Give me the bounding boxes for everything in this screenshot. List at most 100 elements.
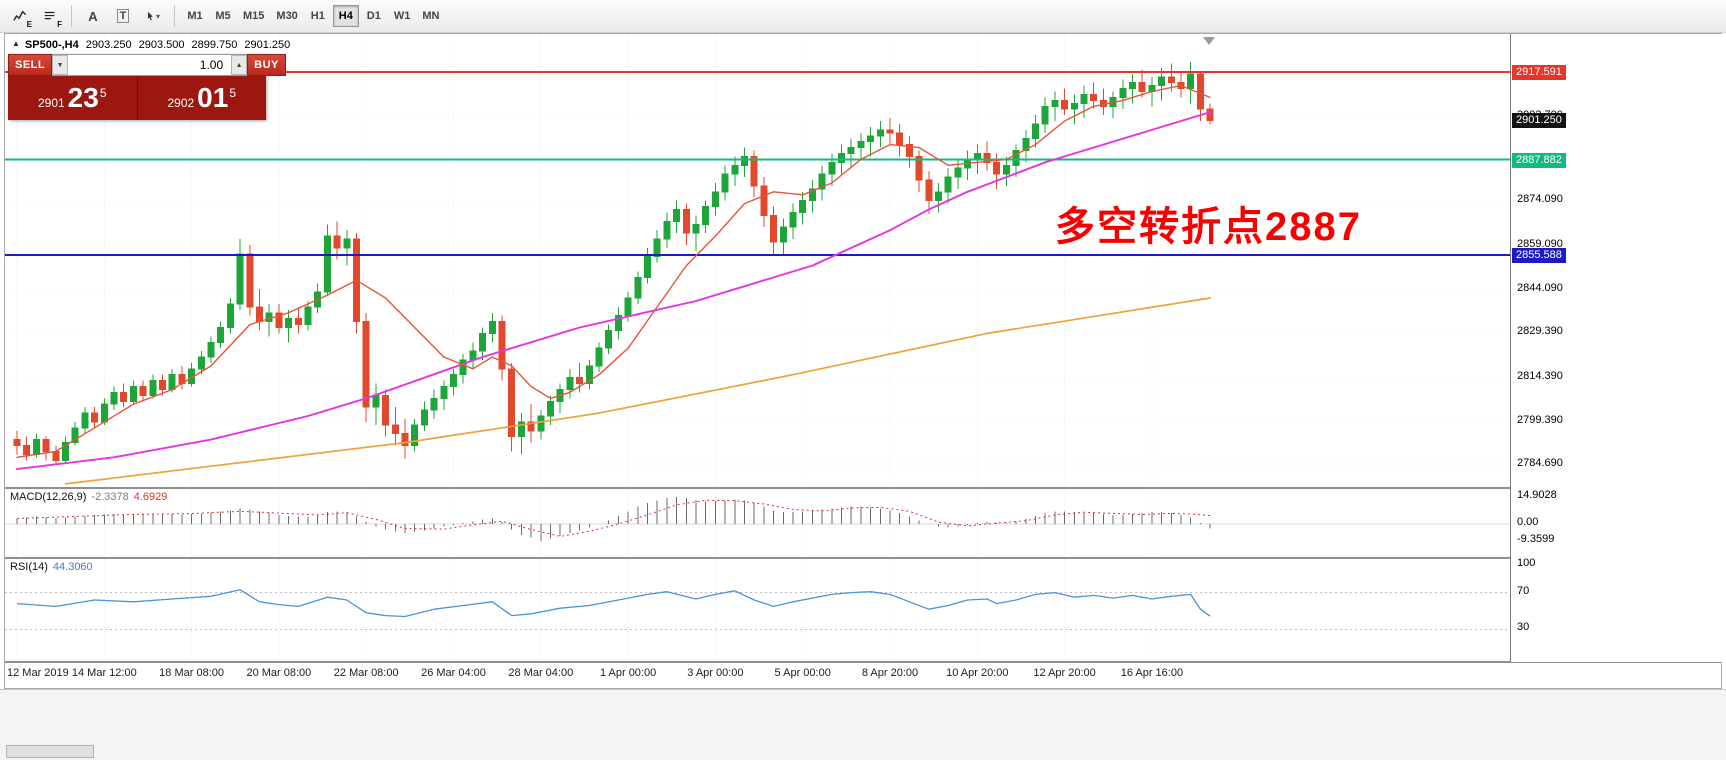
buy-button[interactable]: BUY [247, 54, 286, 76]
price-axis-label: 2814.390 [1517, 369, 1563, 382]
letter-a-glyph: A [88, 8, 98, 24]
macd-axis-label: -9.3599 [1517, 533, 1555, 545]
symbol-header: ▲ SP500-,H4 2903.250 2903.500 2899.750 2… [12, 39, 290, 51]
price-axis-label: 2859.090 [1517, 237, 1563, 250]
timeframe-button-m1[interactable]: M1 [182, 5, 208, 27]
rsi-axis-label: 70 [1517, 584, 1530, 597]
macd-name: MACD(12,26,9) [10, 491, 87, 503]
panel-separator[interactable] [5, 661, 1721, 663]
sell-price-sup: 5 [99, 86, 107, 100]
cursor-arrow-icon [147, 11, 153, 21]
timeframe-button-w1[interactable]: W1 [389, 5, 416, 27]
one-click-trading-panel: SELL ▼ ▲ BUY 2901 23 5 2902 01 5 [8, 54, 286, 120]
timeframe-button-mn[interactable]: MN [417, 5, 444, 27]
buy-price-display[interactable]: 2902 01 5 [138, 76, 267, 120]
rsi-axis-label: 100 [1517, 557, 1536, 569]
time-axis-label: 10 Apr 20:00 [946, 667, 1009, 679]
price-marker-label: 2855.588 [1512, 248, 1566, 263]
time-axis-label: 3 Apr 00:00 [687, 667, 744, 679]
letter-t-glyph: T [116, 9, 130, 23]
price-axis-label: 2829.390 [1517, 325, 1563, 338]
time-axis-label: 1 Apr 00:00 [599, 667, 657, 679]
time-axis-label: 8 Apr 20:00 [861, 667, 919, 679]
panel-separator[interactable] [5, 557, 1721, 559]
time-axis-label: 16 Apr 16:00 [1120, 667, 1184, 679]
time-axis-label: 5 Apr 00:00 [774, 667, 831, 679]
ohlc-open: 2903.250 [85, 39, 132, 51]
volume-input[interactable] [68, 55, 232, 75]
price-marker-label: 2917.591 [1512, 65, 1566, 81]
trade-panel-price-row: 2901 23 5 2902 01 5 [8, 76, 266, 120]
time-axis-label: 28 Mar 04:00 [508, 667, 574, 679]
symbol-name: SP500-,H4 [24, 39, 79, 51]
trade-panel-divider [136, 76, 138, 120]
chart-line-icon [13, 10, 27, 21]
rsi-axis-label: 30 [1517, 621, 1530, 634]
rsi-indicator-canvas[interactable] [5, 559, 1510, 661]
macd-indicator-label: MACD(12,26,9) -2.3378 4.6929 [10, 491, 167, 503]
ohlc-low: 2899.750 [191, 39, 238, 51]
cursor-tool-icon[interactable]: ▾ [139, 4, 167, 28]
price-axis-label: 2874.090 [1517, 193, 1563, 206]
rsi-value: 44.3060 [52, 561, 93, 573]
price-axis-label: 2799.390 [1517, 413, 1563, 426]
timeframe-button-h1[interactable]: H1 [305, 5, 331, 27]
time-axis-label: 12 Mar 2019 [7, 667, 69, 679]
window-marker-icon: ▲ [12, 39, 20, 48]
text-box-tool-icon[interactable]: T [109, 4, 137, 28]
panel-separator[interactable] [5, 487, 1721, 489]
sell-price-display[interactable]: 2901 23 5 [8, 76, 137, 120]
timeframe-button-m5[interactable]: M5 [210, 5, 236, 27]
timeframe-button-d1[interactable]: D1 [361, 5, 387, 27]
bottom-strip [0, 689, 1726, 760]
buy-price-prefix: 2902 [167, 96, 195, 110]
time-axis-label: 18 Mar 08:00 [159, 667, 225, 679]
trade-panel-top-row: SELL ▼ ▲ BUY [8, 54, 286, 76]
font-tool-icon[interactable]: A [79, 4, 107, 28]
chevron-down-icon: ▾ [155, 11, 160, 21]
list-icon [44, 11, 55, 20]
macd-axis-label: 0.00 [1517, 516, 1539, 528]
timeframe-button-m30[interactable]: M30 [271, 5, 302, 27]
ohlc-close: 2901.250 [244, 39, 291, 51]
price-marker-label: 2887.882 [1512, 152, 1566, 168]
macd-axis-label: 14.9028 [1517, 488, 1557, 501]
sell-price-prefix: 2901 [37, 96, 65, 110]
sell-price-big: 23 [67, 82, 99, 113]
volume-stepper: ▼ ▲ [52, 54, 248, 76]
time-axis-label: 22 Mar 08:00 [333, 667, 399, 679]
sell-button[interactable]: SELL [8, 54, 53, 76]
buy-price-big: 01 [197, 82, 229, 113]
time-axis-label: 14 Mar 12:00 [71, 667, 137, 679]
indicators-list-icon[interactable]: F [36, 4, 64, 29]
charts-icon[interactable]: E [6, 4, 34, 29]
macd-indicator-canvas[interactable] [5, 489, 1510, 557]
time-axis-label: 26 Mar 04:00 [421, 667, 486, 679]
volume-decrease-button[interactable]: ▼ [52, 55, 69, 75]
time-axis-label: 12 Apr 20:00 [1033, 667, 1096, 679]
price-chart-canvas[interactable] [5, 34, 1510, 487]
toolbar-separator [71, 5, 72, 27]
timeframe-button-group: M1 M5 M15 M30 H1 H4 D1 W1 MN [182, 5, 444, 27]
bottom-panel-fragment [6, 745, 94, 758]
volume-increase-button[interactable]: ▲ [231, 55, 248, 75]
chart-annotation-text: 多空转折点2887 [1055, 205, 1362, 249]
timeframe-button-m15[interactable]: M15 [238, 5, 269, 27]
time-axis-label: 20 Mar 08:00 [246, 667, 312, 679]
rsi-name: RSI(14) [10, 561, 48, 573]
price-axis-label: 2784.690 [1517, 457, 1563, 470]
buy-price-sup: 5 [229, 86, 237, 100]
price-axis-label: 2844.090 [1517, 281, 1563, 294]
price-marker-label: 2901.250 [1512, 113, 1566, 129]
macd-signal-value: 4.6929 [133, 491, 168, 503]
chart-window: ▲ SP500-,H4 2903.250 2903.500 2899.750 2… [4, 33, 1722, 689]
rsi-indicator-label: RSI(14) 44.3060 [10, 561, 93, 573]
price-axis[interactable]: 2902.7002874.0902859.0902844.0902829.390… [1510, 34, 1722, 662]
indicators-icon-sub: F [57, 20, 62, 29]
time-axis[interactable]: 12 Mar 2019 14 Mar 12:00 18 Mar 08:00 20 Ma… [5, 663, 1510, 688]
toolbar-separator [174, 5, 175, 27]
charts-icon-sub: E [26, 20, 32, 29]
macd-main-value: -2.3378 [91, 491, 129, 503]
timeframe-button-h4[interactable]: H4 [332, 5, 359, 27]
top-toolbar: E F A T ▾ M1 M5 M15 M30 H1 H4 D1 W1 MN [0, 0, 1726, 33]
